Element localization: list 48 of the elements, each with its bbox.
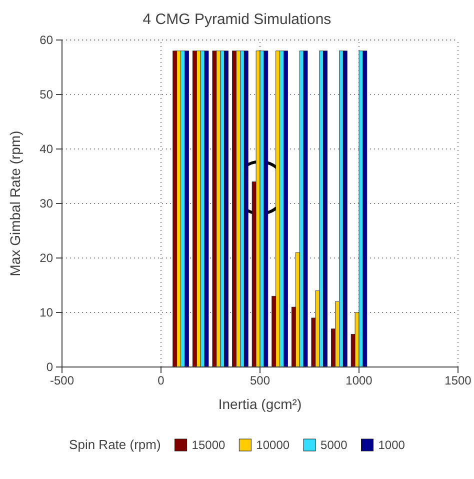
x-tick-label: 1500	[444, 374, 472, 388]
bar	[232, 50, 236, 368]
bar	[212, 50, 217, 368]
bar	[280, 50, 284, 368]
legend-label: 1000	[378, 438, 406, 452]
bar	[362, 50, 368, 368]
bar	[284, 50, 288, 368]
bar	[224, 50, 229, 368]
bar	[180, 50, 185, 368]
x-tick-label: 500	[250, 374, 270, 388]
bar	[264, 50, 268, 368]
bar	[323, 50, 328, 368]
bar	[204, 50, 209, 368]
bar	[216, 50, 221, 368]
y-tick-label: 60	[40, 32, 54, 47]
bar	[260, 50, 264, 368]
bar	[303, 50, 308, 368]
bar	[220, 50, 225, 368]
bar	[244, 50, 248, 368]
legend-label: 15000	[192, 438, 226, 452]
legend-label: 10000	[256, 438, 290, 452]
y-axis-title: Max Gimbal Rate (rpm)	[7, 130, 23, 276]
bar	[240, 50, 244, 368]
bar	[256, 50, 260, 368]
bar	[196, 50, 201, 368]
y-tick-label: 10	[40, 305, 54, 320]
x-tick-label: 0	[158, 374, 165, 388]
chart-title: 4 CMG Pyramid Simulations	[142, 11, 332, 28]
x-tick-label: 1000	[346, 374, 373, 388]
y-tick-label: 30	[40, 196, 54, 210]
bar	[319, 50, 324, 368]
bar	[192, 50, 197, 368]
bar	[342, 50, 348, 368]
bar	[176, 50, 181, 368]
x-tick-label: -500	[50, 374, 74, 388]
legend-label: 5000	[320, 438, 348, 452]
y-tick-label: 20	[40, 250, 54, 265]
y-tick-label: 0	[46, 360, 54, 374]
bar	[184, 50, 189, 368]
bar	[172, 50, 178, 368]
y-tick-label: 40	[40, 142, 54, 156]
bar	[276, 50, 280, 368]
bar	[339, 50, 344, 368]
legend-title: Spin Rate (rpm)	[69, 437, 161, 452]
x-axis-title: Inertia (gcm²)	[218, 396, 302, 412]
bar	[358, 50, 364, 368]
bar	[236, 50, 240, 368]
y-tick-label: 50	[40, 87, 54, 102]
